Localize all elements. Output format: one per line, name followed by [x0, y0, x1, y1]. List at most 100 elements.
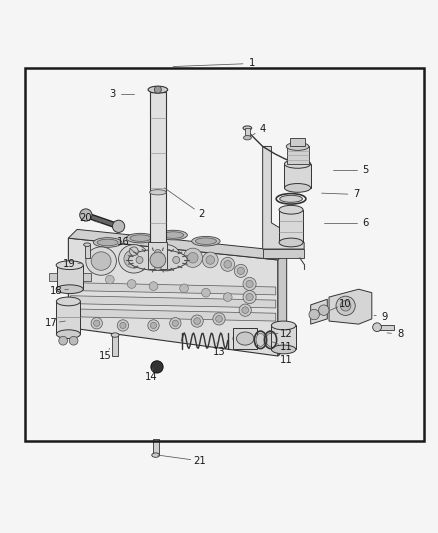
Ellipse shape — [126, 233, 155, 243]
Circle shape — [94, 320, 100, 326]
Text: 20: 20 — [80, 214, 92, 223]
Bar — [25, 68, 424, 441]
Circle shape — [154, 249, 161, 256]
Circle shape — [206, 256, 215, 264]
Circle shape — [336, 296, 355, 316]
Ellipse shape — [285, 183, 311, 192]
Text: 2: 2 — [198, 209, 205, 219]
Polygon shape — [57, 302, 81, 334]
Polygon shape — [148, 243, 167, 269]
Circle shape — [187, 253, 198, 263]
Ellipse shape — [56, 285, 83, 294]
Ellipse shape — [243, 126, 252, 130]
Circle shape — [202, 252, 218, 268]
Circle shape — [194, 318, 201, 325]
Text: 7: 7 — [353, 189, 360, 199]
Text: 21: 21 — [193, 456, 206, 466]
Ellipse shape — [162, 232, 184, 238]
Ellipse shape — [279, 238, 303, 247]
Text: 11: 11 — [280, 342, 293, 352]
Ellipse shape — [91, 252, 111, 270]
Polygon shape — [68, 229, 287, 260]
Polygon shape — [279, 210, 303, 243]
Circle shape — [191, 315, 203, 327]
Ellipse shape — [119, 245, 149, 273]
Circle shape — [180, 284, 188, 293]
Polygon shape — [49, 272, 57, 281]
Ellipse shape — [111, 333, 119, 337]
Ellipse shape — [256, 333, 265, 346]
Ellipse shape — [272, 321, 296, 330]
Circle shape — [173, 256, 180, 263]
Circle shape — [340, 301, 351, 311]
Ellipse shape — [286, 142, 309, 150]
Polygon shape — [263, 147, 304, 249]
Text: 9: 9 — [382, 312, 388, 322]
Text: 1: 1 — [248, 59, 255, 68]
Polygon shape — [71, 296, 276, 308]
Polygon shape — [311, 299, 327, 324]
Circle shape — [69, 336, 78, 345]
Circle shape — [149, 282, 158, 290]
Ellipse shape — [130, 235, 151, 241]
Polygon shape — [85, 245, 90, 258]
Text: 12: 12 — [280, 329, 293, 339]
Ellipse shape — [152, 245, 181, 271]
Circle shape — [242, 307, 248, 313]
Text: 14: 14 — [145, 372, 158, 382]
Ellipse shape — [150, 190, 166, 195]
Circle shape — [224, 261, 232, 268]
Polygon shape — [278, 251, 287, 356]
Text: 5: 5 — [362, 165, 368, 175]
Ellipse shape — [272, 345, 296, 354]
Text: 4: 4 — [260, 124, 266, 134]
Circle shape — [223, 293, 232, 302]
Circle shape — [154, 86, 161, 93]
Circle shape — [183, 248, 202, 268]
Circle shape — [120, 322, 126, 328]
Polygon shape — [71, 282, 276, 295]
Ellipse shape — [279, 205, 303, 214]
Circle shape — [221, 257, 235, 271]
Ellipse shape — [195, 238, 216, 245]
Ellipse shape — [97, 239, 118, 246]
Polygon shape — [233, 328, 257, 350]
Ellipse shape — [152, 453, 159, 457]
Ellipse shape — [148, 86, 168, 93]
Circle shape — [246, 280, 253, 288]
Polygon shape — [329, 289, 372, 324]
Circle shape — [215, 316, 223, 322]
Circle shape — [150, 322, 157, 328]
Ellipse shape — [93, 238, 122, 247]
Ellipse shape — [266, 333, 275, 346]
Ellipse shape — [159, 230, 187, 240]
Polygon shape — [263, 249, 304, 258]
Text: 3: 3 — [109, 89, 115, 99]
Ellipse shape — [56, 261, 83, 270]
Circle shape — [213, 313, 225, 325]
Text: 10: 10 — [339, 298, 352, 309]
Ellipse shape — [128, 249, 187, 270]
Polygon shape — [245, 128, 250, 138]
Circle shape — [130, 247, 138, 256]
Text: 17: 17 — [45, 318, 57, 328]
Circle shape — [113, 220, 125, 232]
Circle shape — [239, 304, 251, 316]
Ellipse shape — [57, 330, 81, 338]
Ellipse shape — [157, 249, 176, 266]
Circle shape — [246, 294, 253, 301]
Ellipse shape — [57, 297, 81, 306]
Ellipse shape — [285, 159, 311, 168]
Polygon shape — [285, 164, 311, 188]
Text: 6: 6 — [362, 218, 368, 228]
Circle shape — [172, 320, 178, 326]
Ellipse shape — [244, 135, 251, 140]
Text: 11: 11 — [280, 356, 293, 365]
Circle shape — [150, 252, 166, 268]
Text: 18: 18 — [50, 286, 63, 295]
Circle shape — [170, 318, 181, 329]
Polygon shape — [83, 272, 91, 281]
Polygon shape — [71, 309, 276, 321]
Ellipse shape — [233, 329, 257, 348]
Circle shape — [373, 323, 381, 332]
